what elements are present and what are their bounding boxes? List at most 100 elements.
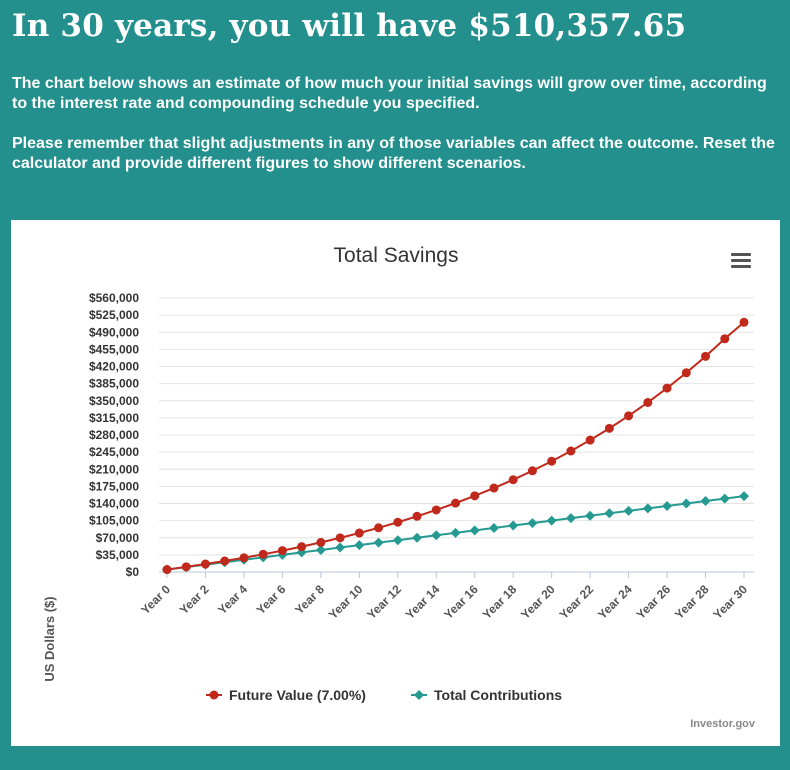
y-tick-label: $315,000 bbox=[89, 411, 139, 425]
x-tick-label: Year 26 bbox=[634, 582, 674, 622]
data-point bbox=[624, 411, 634, 421]
data-point bbox=[662, 500, 673, 511]
y-tick-label: $560,000 bbox=[89, 291, 139, 305]
y-tick-label: $105,000 bbox=[89, 514, 139, 528]
series-layer bbox=[162, 317, 749, 575]
hamburger-menu-icon[interactable] bbox=[729, 251, 753, 271]
data-point bbox=[469, 525, 480, 536]
data-point bbox=[643, 397, 653, 407]
data-point bbox=[297, 542, 307, 552]
data-point bbox=[585, 510, 596, 521]
data-point bbox=[412, 511, 422, 521]
chart-title: Total Savings bbox=[334, 244, 459, 267]
data-point bbox=[316, 537, 326, 547]
chart-card: Total Savings US Dollars ($) $0 $35,000 $7… bbox=[11, 220, 780, 746]
y-tick-labels: $0 $35,000 $70,000 $105,000 $140,000 $175,000… bbox=[89, 291, 139, 579]
grid-layer bbox=[159, 297, 754, 578]
x-tick-label: Year 10 bbox=[326, 582, 366, 622]
y-tick-label: $420,000 bbox=[89, 360, 139, 374]
y-tick-label: $70,000 bbox=[96, 531, 140, 545]
legend-marker bbox=[414, 690, 424, 700]
data-point bbox=[547, 456, 557, 466]
data-point bbox=[739, 317, 749, 327]
data-point bbox=[220, 556, 230, 566]
x-tick-label: Year 18 bbox=[480, 582, 520, 622]
data-point bbox=[585, 435, 595, 445]
data-point bbox=[412, 532, 423, 543]
y-tick-label: $350,000 bbox=[89, 394, 139, 408]
data-point bbox=[181, 562, 191, 572]
data-point bbox=[681, 498, 692, 509]
data-point bbox=[393, 517, 403, 527]
data-point bbox=[527, 466, 537, 476]
x-tick-label: Year 30 bbox=[710, 582, 750, 622]
data-point bbox=[200, 559, 210, 569]
data-point bbox=[700, 496, 711, 507]
x-tick-label: Year 12 bbox=[364, 582, 404, 622]
data-point bbox=[662, 383, 672, 393]
x-tick-label: Year 4 bbox=[215, 582, 250, 617]
y-tick-label: $0 bbox=[126, 565, 140, 579]
y-tick-label: $455,000 bbox=[89, 342, 139, 356]
data-point bbox=[642, 503, 653, 514]
x-tick-label: Year 14 bbox=[403, 582, 443, 622]
y-tick-label: $385,000 bbox=[89, 377, 139, 391]
menu-bar bbox=[731, 265, 751, 268]
y-tick-label: $175,000 bbox=[89, 479, 139, 493]
data-point bbox=[604, 508, 615, 519]
credit-text[interactable]: Investor.gov bbox=[690, 718, 755, 730]
x-tick-label: Year 0 bbox=[138, 582, 173, 617]
x-tick-label: Year 8 bbox=[292, 582, 327, 617]
data-point bbox=[508, 520, 519, 531]
data-point bbox=[470, 491, 480, 501]
x-tick-label: Year 20 bbox=[518, 582, 558, 622]
legend: Future Value (7.00%) Total Contributions bbox=[206, 687, 562, 703]
y-tick-label: $245,000 bbox=[89, 445, 139, 459]
data-point bbox=[739, 491, 749, 502]
y-tick-label: $525,000 bbox=[89, 308, 139, 322]
y-tick-label: $280,000 bbox=[89, 428, 139, 442]
intro-paragraph: The chart below shows an estimate of how… bbox=[12, 75, 767, 112]
data-point bbox=[719, 493, 730, 504]
x-tick-label: Year 2 bbox=[177, 582, 212, 617]
data-point bbox=[431, 530, 442, 541]
data-point bbox=[623, 505, 634, 516]
page-headline: In 30 years, you will have $510,357.65 bbox=[12, 8, 687, 44]
x-tick-label: Year 22 bbox=[557, 582, 597, 622]
data-point bbox=[450, 527, 461, 538]
x-tick-label: Year 28 bbox=[672, 582, 712, 622]
x-tick-label: Year 16 bbox=[441, 582, 481, 622]
data-point bbox=[354, 528, 364, 538]
y-tick-label: $490,000 bbox=[89, 325, 139, 339]
reminder-paragraph: Please remember that slight adjustments … bbox=[12, 135, 775, 172]
data-point bbox=[354, 540, 365, 551]
data-point bbox=[315, 544, 326, 555]
data-point bbox=[566, 446, 576, 456]
data-point bbox=[392, 535, 403, 546]
data-point bbox=[162, 565, 172, 575]
data-point bbox=[335, 542, 346, 553]
data-point bbox=[565, 513, 576, 524]
savings-chart: Total Savings US Dollars ($) $0 $35,000 $7… bbox=[42, 244, 754, 703]
menu-bar bbox=[731, 253, 751, 256]
legend-marker bbox=[209, 690, 219, 700]
data-point bbox=[720, 334, 730, 344]
data-point bbox=[546, 515, 557, 526]
x-tick-label: Year 6 bbox=[254, 582, 289, 617]
data-point bbox=[527, 518, 538, 529]
y-axis-label: US Dollars ($) bbox=[42, 596, 57, 681]
data-point bbox=[488, 522, 499, 533]
data-point bbox=[373, 537, 384, 548]
data-point bbox=[374, 523, 384, 533]
data-point bbox=[451, 498, 460, 508]
data-point bbox=[508, 475, 518, 485]
x-tick-label: Year 24 bbox=[595, 582, 635, 622]
menu-bar bbox=[731, 259, 751, 262]
data-point bbox=[335, 533, 345, 543]
y-tick-label: $35,000 bbox=[96, 548, 140, 562]
data-point bbox=[239, 553, 249, 563]
legend-label: Future Value (7.00%) bbox=[229, 687, 366, 703]
legend-label: Total Contributions bbox=[434, 687, 562, 703]
data-point bbox=[604, 423, 614, 433]
